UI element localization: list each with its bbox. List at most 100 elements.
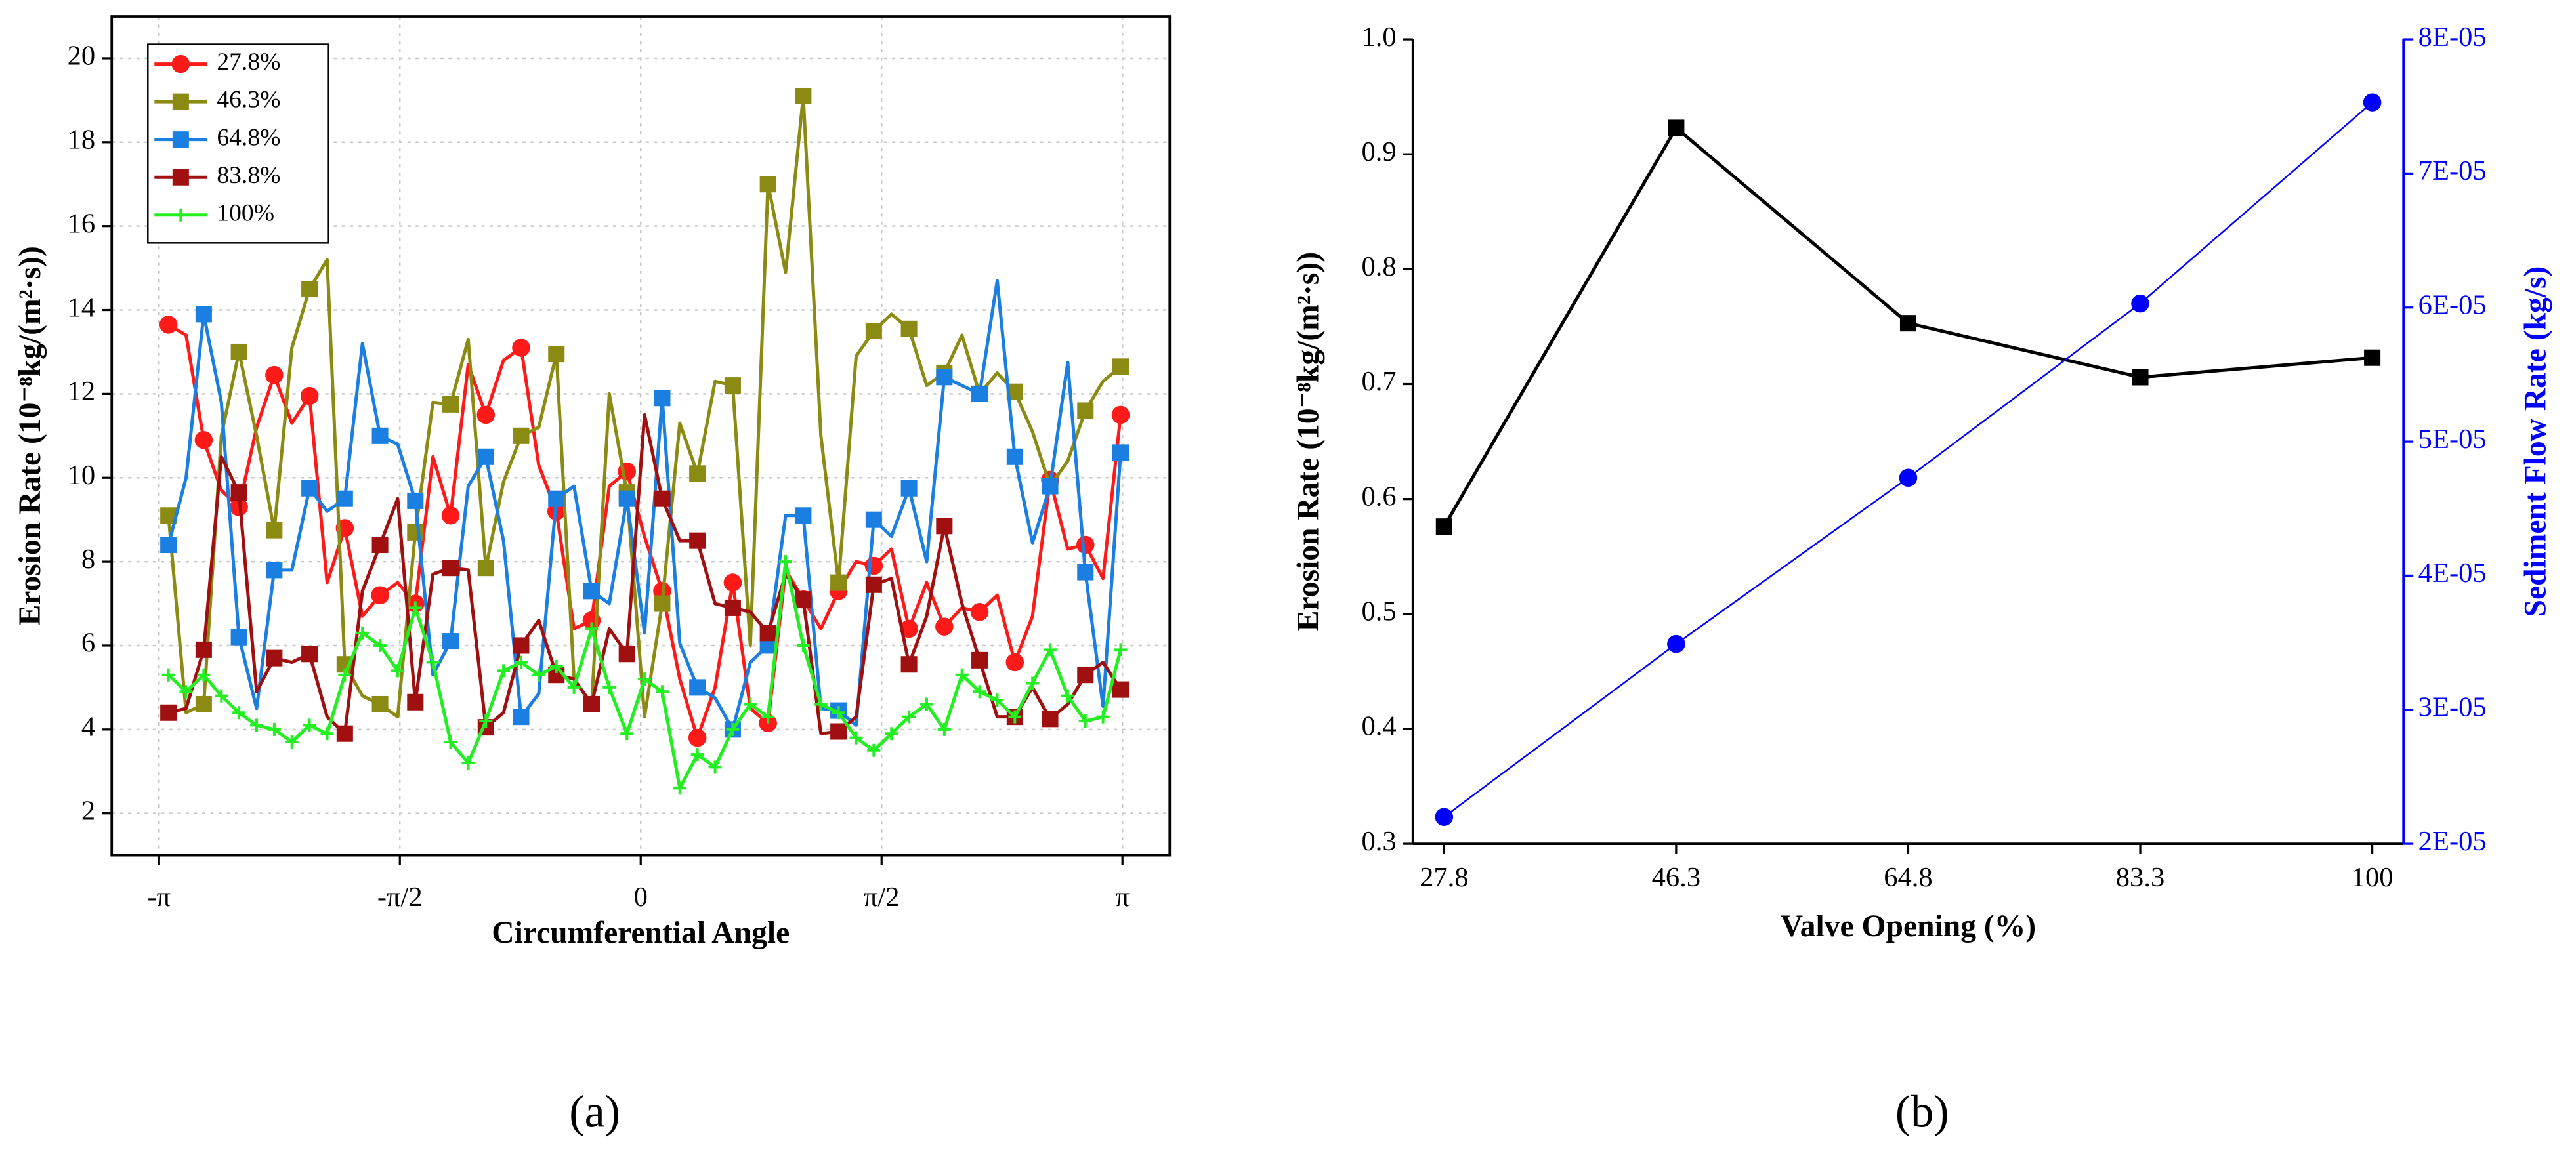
marker [638,672,652,686]
marker [618,490,635,507]
marker [726,722,740,736]
marker [2131,294,2149,313]
marker [195,695,212,712]
y2-tick-label: 3E-05 [2418,692,2487,723]
marker [249,718,264,732]
marker [973,685,986,699]
marker [371,586,389,605]
y-tick-label: 0.9 [1362,136,1397,167]
marker [849,731,863,745]
marker [1077,564,1094,581]
marker [900,480,918,497]
y-tick-label: 0.5 [1362,596,1397,627]
y2-tick-label: 5E-05 [2418,424,2487,455]
marker [548,490,565,507]
marker [160,704,177,721]
marker [602,680,616,694]
marker [197,668,211,682]
marker [688,728,707,747]
marker [900,656,918,673]
series-line [168,413,1122,735]
marker [832,706,845,720]
marker [689,532,706,549]
y-tick-label: 18 [68,125,96,155]
marker [865,511,882,528]
marker [900,619,918,638]
marker [654,595,671,612]
marker [1114,643,1128,657]
marker [444,735,457,749]
x-tick-label: -π [147,882,171,913]
y-tick-label: 0.3 [1362,826,1397,857]
marker [549,659,563,673]
marker [338,668,352,682]
marker [513,637,530,654]
x-tick-label: 83.3 [2116,862,2164,893]
x-tick-label: 0 [634,882,648,913]
x-tick-label: 64.8 [1884,862,1932,893]
marker [301,480,318,497]
marker [796,638,810,652]
marker [1668,119,1685,136]
marker [865,322,882,340]
marker [708,760,722,774]
y-tick-label: 20 [68,41,96,72]
marker [513,427,530,444]
marker [795,591,812,608]
marker [2132,369,2149,386]
marker [936,518,953,535]
marker [477,560,494,577]
marker [1112,444,1130,461]
marker [583,583,600,600]
marker [194,430,213,449]
marker [1435,808,1454,826]
marker [230,343,247,360]
marker [567,680,581,694]
marker [407,693,424,711]
y-tick-label: 0.8 [1362,251,1397,282]
marker [724,377,741,394]
marker [285,735,299,749]
legend-marker [172,93,189,110]
marker [723,573,742,592]
marker [426,655,440,669]
marker [865,576,882,593]
marker [215,689,228,703]
legend-label: 27.8% [217,49,280,75]
marker [195,641,212,658]
marker [1008,710,1022,724]
marker [936,369,953,386]
y-tick-label: 4 [81,712,95,743]
marker [267,722,281,736]
legend-marker [171,54,190,73]
marker [1077,667,1094,684]
marker [371,427,389,444]
marker [232,706,246,720]
marker [654,490,671,507]
marker [585,622,599,636]
marker [266,522,283,539]
y-tick-label: 1.0 [1362,22,1397,52]
marker [442,560,459,577]
x-tick-label: 46.3 [1652,862,1700,893]
marker [371,695,389,712]
marker [300,386,319,405]
marker [532,668,545,682]
marker [1042,478,1059,495]
marker [990,693,1004,707]
marker [195,306,212,323]
marker [2364,349,2381,366]
marker [2363,93,2382,112]
marker [655,685,669,699]
marker [161,668,175,682]
legend-label: 100% [217,199,274,226]
marker [583,695,600,712]
marker [407,492,424,509]
marker [1077,402,1094,419]
y-tick-label: 0.7 [1362,366,1397,397]
marker [497,664,511,678]
y-tick-label: 10 [68,460,96,491]
marker [1076,535,1095,554]
legend-label: 64.8% [217,124,280,151]
